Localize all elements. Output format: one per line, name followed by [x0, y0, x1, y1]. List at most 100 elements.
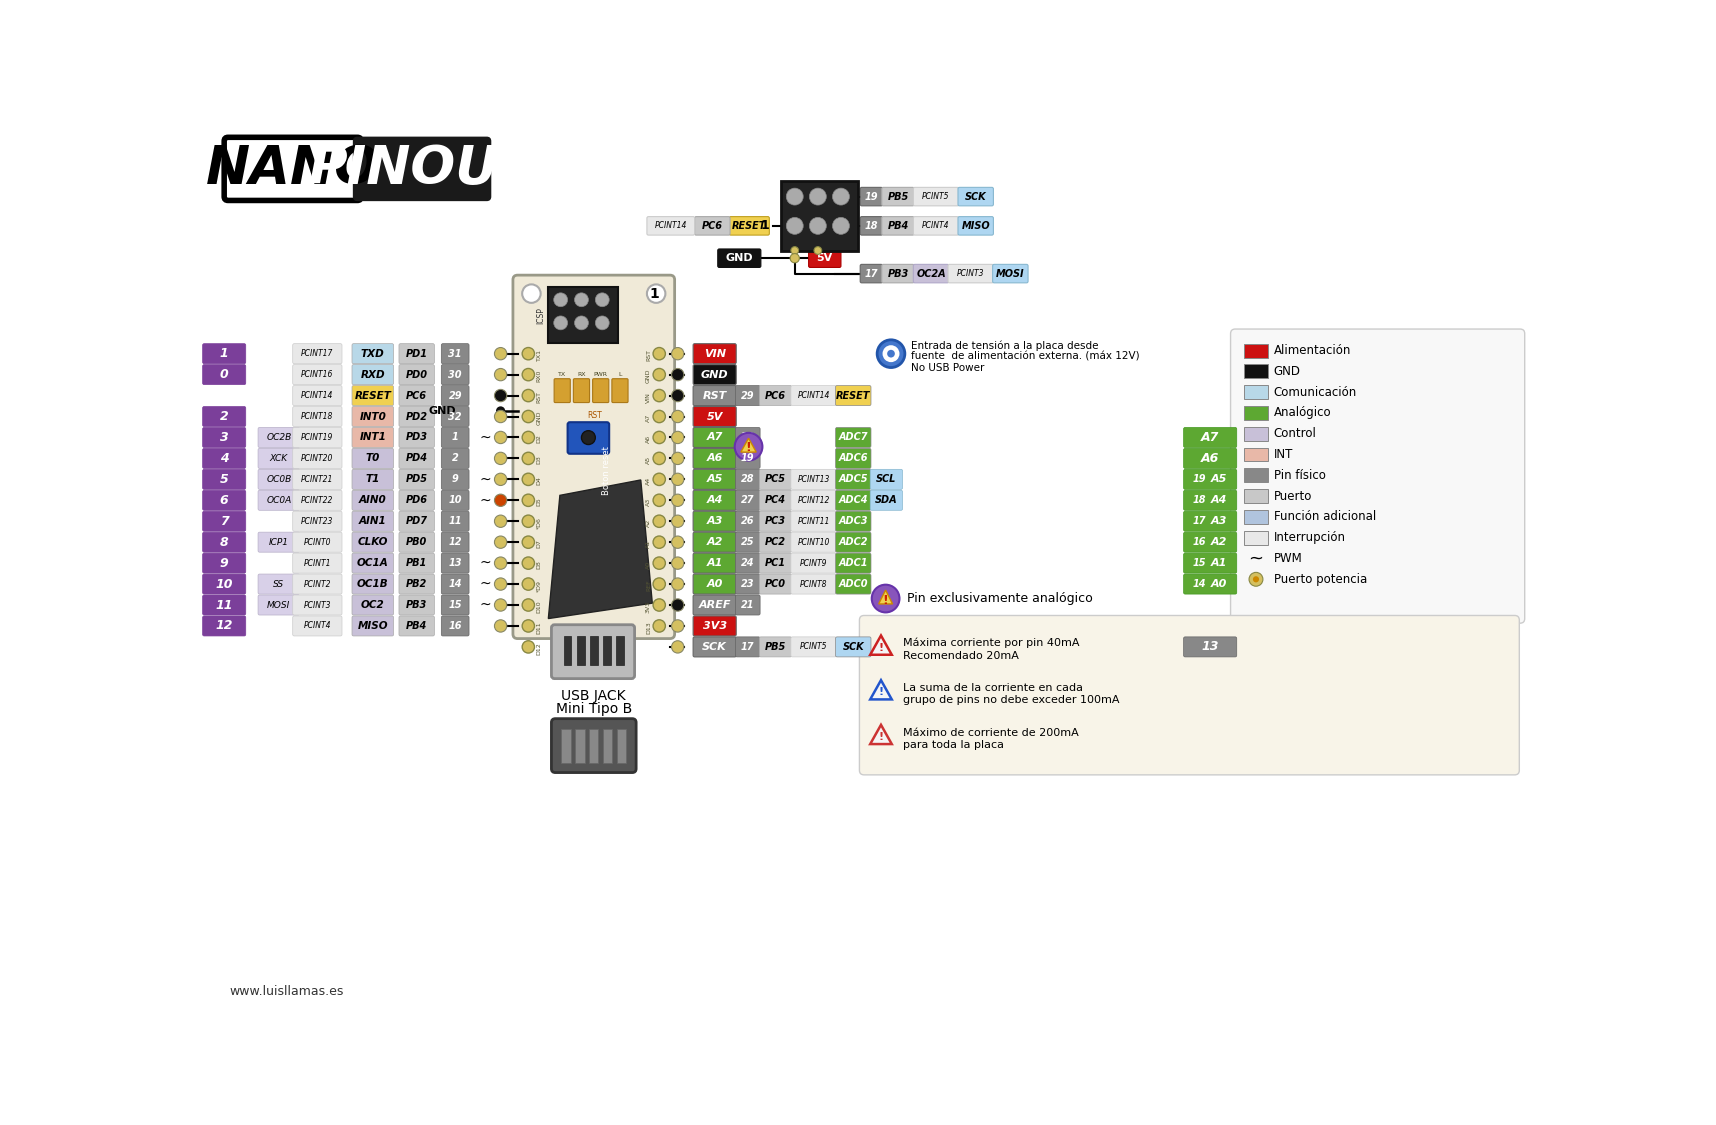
FancyBboxPatch shape [836, 428, 872, 448]
Bar [1244, 448, 1268, 461]
FancyBboxPatch shape [202, 364, 245, 385]
Text: 17: 17 [1193, 516, 1206, 526]
FancyBboxPatch shape [736, 511, 760, 531]
Text: PB0: PB0 [407, 537, 427, 547]
Text: SDA: SDA [875, 495, 897, 505]
FancyBboxPatch shape [293, 428, 341, 448]
Text: PCINT12: PCINT12 [798, 496, 831, 505]
FancyBboxPatch shape [693, 511, 736, 531]
Text: OC0B: OC0B [266, 475, 292, 484]
FancyBboxPatch shape [398, 428, 434, 448]
FancyBboxPatch shape [352, 364, 393, 385]
FancyBboxPatch shape [882, 217, 915, 235]
Text: PC6: PC6 [765, 390, 786, 400]
Circle shape [494, 515, 506, 528]
Circle shape [654, 557, 666, 569]
FancyBboxPatch shape [398, 554, 434, 573]
FancyBboxPatch shape [398, 449, 434, 468]
FancyBboxPatch shape [398, 364, 434, 385]
Text: RST: RST [702, 390, 728, 400]
FancyBboxPatch shape [441, 490, 468, 511]
Text: ICSP: ICSP [535, 307, 546, 324]
Circle shape [671, 620, 685, 632]
Circle shape [791, 246, 798, 254]
FancyBboxPatch shape [836, 490, 872, 511]
Bar [1244, 489, 1268, 503]
FancyBboxPatch shape [717, 249, 760, 268]
Circle shape [877, 340, 904, 368]
Circle shape [494, 620, 506, 632]
Circle shape [494, 348, 506, 360]
Text: *D6: *D6 [537, 516, 542, 529]
FancyBboxPatch shape [441, 469, 468, 489]
Bar [616, 729, 626, 763]
Text: GND: GND [645, 369, 650, 384]
FancyBboxPatch shape [958, 217, 994, 235]
Text: D7: D7 [537, 539, 542, 548]
FancyBboxPatch shape [398, 511, 434, 531]
Bar [565, 636, 571, 665]
Text: 22: 22 [741, 432, 755, 442]
Circle shape [810, 188, 827, 205]
Text: D12: D12 [537, 642, 542, 655]
FancyBboxPatch shape [293, 616, 341, 636]
Text: INT: INT [1273, 448, 1294, 461]
Text: 27: 27 [741, 495, 755, 505]
Text: PD5: PD5 [405, 475, 427, 485]
FancyBboxPatch shape [913, 217, 959, 235]
FancyBboxPatch shape [353, 137, 491, 200]
FancyBboxPatch shape [352, 469, 393, 489]
Circle shape [671, 389, 685, 402]
Text: fuente  de alimentación externa. (máx 12V): fuente de alimentación externa. (máx 12V… [911, 352, 1139, 362]
FancyBboxPatch shape [613, 379, 628, 403]
Text: La suma de la corriente en cada: La suma de la corriente en cada [903, 683, 1083, 693]
Circle shape [654, 494, 666, 506]
Circle shape [494, 536, 506, 548]
Text: RST: RST [645, 349, 650, 361]
Text: A5: A5 [707, 475, 722, 485]
Text: ~: ~ [479, 493, 491, 507]
Text: PCINT1: PCINT1 [304, 559, 331, 568]
Text: PCINT11: PCINT11 [798, 516, 831, 525]
Bar [602, 729, 613, 763]
Text: 0: 0 [220, 368, 228, 381]
Bar [575, 729, 585, 763]
Text: PB4: PB4 [407, 621, 427, 631]
Text: PCINT14: PCINT14 [302, 392, 333, 400]
Circle shape [654, 389, 666, 402]
FancyBboxPatch shape [736, 532, 760, 552]
Bar [1244, 385, 1268, 399]
FancyBboxPatch shape [202, 428, 245, 448]
FancyBboxPatch shape [758, 574, 791, 594]
FancyBboxPatch shape [293, 490, 341, 511]
Circle shape [671, 641, 685, 652]
FancyBboxPatch shape [693, 406, 736, 426]
Text: ADC0: ADC0 [839, 579, 868, 590]
Text: grupo de pins no debe exceder 100mA: grupo de pins no debe exceder 100mA [903, 695, 1119, 705]
Circle shape [810, 217, 827, 234]
Text: TXD: TXD [360, 349, 384, 359]
Text: 26: 26 [741, 516, 755, 526]
Circle shape [494, 494, 506, 506]
FancyBboxPatch shape [257, 595, 300, 615]
Text: 21: 21 [741, 600, 755, 610]
Circle shape [654, 620, 666, 632]
Text: A5: A5 [645, 456, 650, 464]
FancyBboxPatch shape [693, 554, 736, 573]
Text: Interrupción: Interrupción [1273, 531, 1345, 544]
Text: PCINT5: PCINT5 [800, 642, 827, 651]
FancyBboxPatch shape [791, 386, 836, 406]
Text: AIN0: AIN0 [359, 495, 386, 505]
FancyBboxPatch shape [293, 449, 341, 468]
Circle shape [522, 536, 534, 548]
Circle shape [496, 406, 505, 415]
Text: 7: 7 [220, 515, 228, 528]
Circle shape [671, 578, 685, 591]
FancyBboxPatch shape [992, 264, 1028, 282]
Text: A1: A1 [645, 540, 650, 548]
Text: PWR: PWR [594, 372, 607, 377]
Text: INT1: INT1 [359, 432, 386, 442]
Circle shape [575, 316, 589, 330]
FancyBboxPatch shape [1184, 469, 1237, 489]
FancyBboxPatch shape [1184, 511, 1237, 531]
